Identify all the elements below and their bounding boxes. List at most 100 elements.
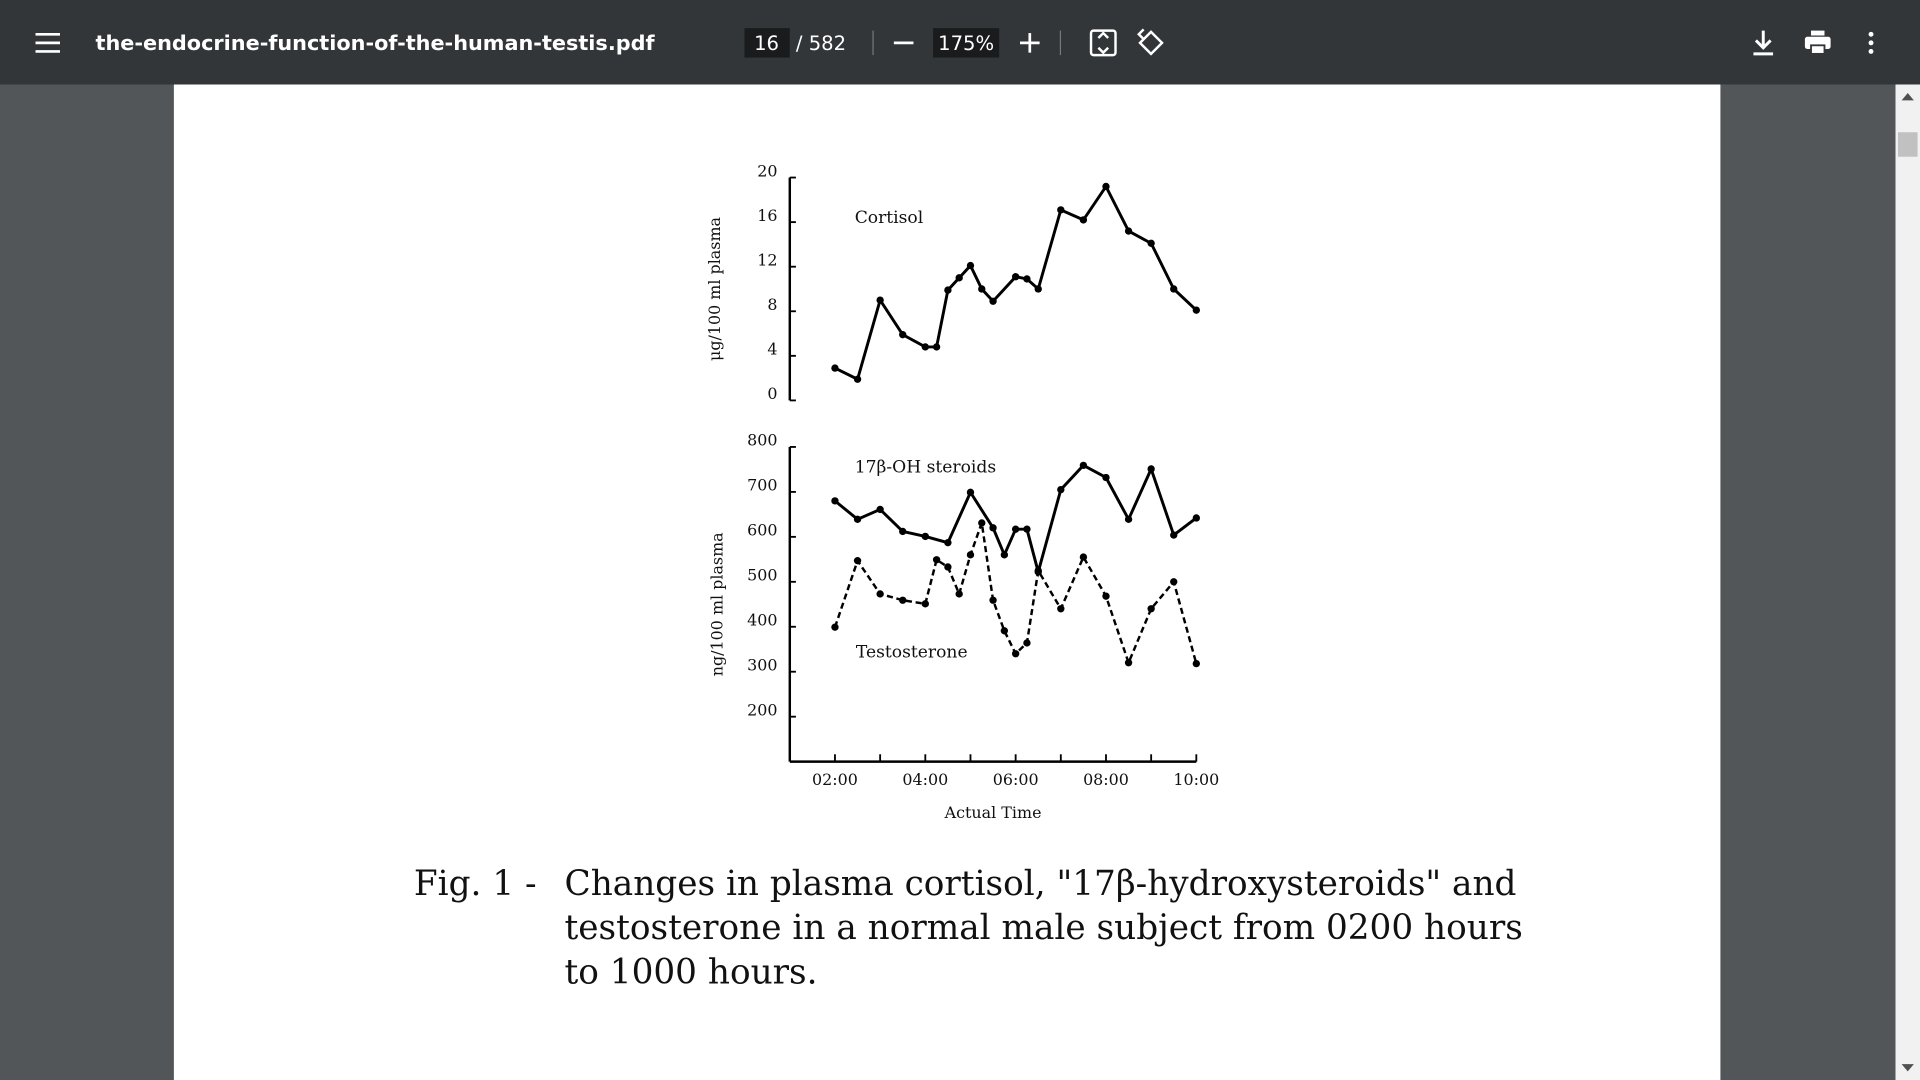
data-point xyxy=(944,539,952,547)
more[interactable] xyxy=(1868,31,1874,54)
y-tick-label: 200 xyxy=(747,700,777,719)
zoom-in[interactable] xyxy=(1020,33,1040,53)
data-point xyxy=(853,375,862,383)
y-tick-label: 400 xyxy=(747,611,777,630)
data-point xyxy=(1192,659,1200,668)
data-point xyxy=(1079,216,1088,224)
data-point xyxy=(1192,306,1200,314)
data-point xyxy=(853,515,862,523)
data-point xyxy=(989,524,997,532)
scroll-down[interactable] xyxy=(1901,1064,1914,1072)
data-point xyxy=(1170,285,1178,293)
data-point xyxy=(1034,285,1042,293)
series-label: 17β-OH steroids xyxy=(855,458,996,478)
data-point xyxy=(921,532,929,541)
data-point xyxy=(955,274,963,282)
data-point xyxy=(1011,650,1020,658)
y-tick-label: 0 xyxy=(767,384,777,403)
caption-line: to 1000 hours. xyxy=(564,952,817,992)
data-point xyxy=(932,556,941,564)
data-point xyxy=(1102,473,1110,482)
data-point xyxy=(989,596,997,604)
y-tick-label: 500 xyxy=(747,566,777,585)
data-point xyxy=(1124,227,1133,235)
data-point xyxy=(921,600,929,608)
data-point xyxy=(1124,659,1133,667)
data-point xyxy=(1057,485,1065,494)
data-point xyxy=(1147,465,1155,473)
data-point xyxy=(876,505,884,514)
data-point xyxy=(831,497,839,505)
print[interactable] xyxy=(1804,30,1831,55)
scrollbar[interactable] xyxy=(1895,84,1920,1080)
scroll-thumb[interactable] xyxy=(1897,132,1918,157)
page-input[interactable] xyxy=(744,28,790,58)
data-point xyxy=(899,596,907,604)
data-point xyxy=(955,590,963,598)
fit-page[interactable] xyxy=(1089,29,1117,57)
y-tick-label: 600 xyxy=(747,521,777,540)
data-point xyxy=(1170,531,1178,539)
x-tick-label: 08:00 xyxy=(1083,770,1129,789)
x-tick-label: 02:00 xyxy=(812,770,858,789)
data-point xyxy=(1011,273,1020,281)
y-tick-label: 300 xyxy=(747,655,777,674)
menu-button[interactable] xyxy=(35,32,60,53)
zoom-level: 175% xyxy=(938,32,994,55)
y-tick-label: 4 xyxy=(767,340,777,359)
data-point xyxy=(899,330,907,339)
data-point xyxy=(853,557,862,565)
data-point xyxy=(1057,206,1065,214)
series-label: Testosterone xyxy=(856,643,968,663)
data-point xyxy=(989,297,997,305)
data-point xyxy=(944,286,952,294)
scroll-up[interactable] xyxy=(1901,93,1914,101)
x-tick-label: 04:00 xyxy=(902,770,948,789)
caption-line: testosterone in a normal male subject fr… xyxy=(564,908,1522,948)
data-point xyxy=(1034,566,1042,575)
data-point xyxy=(876,590,884,598)
data-point xyxy=(1147,605,1155,613)
x-tick-label: 10:00 xyxy=(1173,770,1219,789)
page-number: 16 xyxy=(754,32,779,55)
data-point xyxy=(1147,239,1155,247)
caption-line: Changes in plasma cortisol, "17β-hydroxy… xyxy=(564,864,1516,904)
data-point xyxy=(1170,578,1178,586)
data-point xyxy=(944,563,952,571)
data-point xyxy=(966,551,975,559)
y-axis-label: μg/100 ml plasma xyxy=(705,216,724,361)
data-point xyxy=(1102,182,1110,191)
data-point xyxy=(978,285,986,293)
series-line xyxy=(833,522,1198,667)
data-point xyxy=(876,296,884,304)
y-tick-label: 700 xyxy=(747,476,777,495)
data-point xyxy=(1102,592,1110,600)
caption-label: Fig. 1 - xyxy=(414,864,537,904)
data-point xyxy=(1023,525,1031,533)
data-point xyxy=(1057,605,1065,613)
zoom-input[interactable] xyxy=(933,28,1000,58)
y-tick-label: 800 xyxy=(747,431,777,450)
y-tick-label: 8 xyxy=(767,295,777,314)
data-point xyxy=(1000,551,1009,559)
data-point xyxy=(921,343,929,351)
data-point xyxy=(966,261,975,270)
data-point xyxy=(1011,525,1020,533)
data-point xyxy=(1023,639,1031,647)
rotate[interactable] xyxy=(1137,28,1164,56)
download[interactable] xyxy=(1753,30,1774,56)
pdf-page xyxy=(173,84,1721,1080)
y-tick-label: 20 xyxy=(757,161,777,180)
filename: the-endocrine-function-of-the-human-test… xyxy=(96,31,656,55)
y-tick-label: 12 xyxy=(757,250,777,269)
page-total: / 582 xyxy=(796,32,846,55)
data-point xyxy=(1124,515,1133,523)
series-label: Cortisol xyxy=(855,208,924,228)
data-point xyxy=(831,364,839,372)
data-point xyxy=(1079,461,1088,470)
data-point xyxy=(1023,275,1031,283)
data-point xyxy=(932,343,941,351)
data-point xyxy=(1000,627,1009,635)
